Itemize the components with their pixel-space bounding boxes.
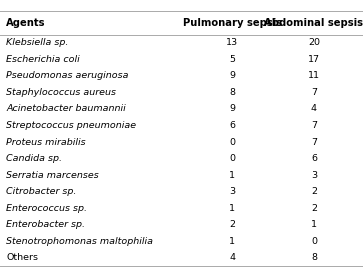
Text: Abdominal sepsis: Abdominal sepsis <box>265 18 363 28</box>
Text: 2: 2 <box>311 187 317 196</box>
Text: 5: 5 <box>229 55 235 64</box>
Text: 0: 0 <box>229 154 235 163</box>
Text: 8: 8 <box>311 253 317 262</box>
Text: Pulmonary sepsis: Pulmonary sepsis <box>183 18 282 28</box>
Text: 0: 0 <box>229 137 235 147</box>
Text: 1: 1 <box>229 171 235 179</box>
Text: Serratia marcenses: Serratia marcenses <box>6 171 99 179</box>
Text: Enterobacter sp.: Enterobacter sp. <box>6 220 85 229</box>
Text: Agents: Agents <box>6 18 46 28</box>
Text: Klebsiella sp.: Klebsiella sp. <box>6 39 69 47</box>
Text: 8: 8 <box>229 88 235 97</box>
Text: Enterococcus sp.: Enterococcus sp. <box>6 204 87 212</box>
Text: 9: 9 <box>229 71 235 80</box>
Text: 11: 11 <box>308 71 320 80</box>
Text: 1: 1 <box>229 237 235 246</box>
Text: 1: 1 <box>229 204 235 212</box>
Text: 3: 3 <box>311 171 317 179</box>
Text: Escherichia coli: Escherichia coli <box>6 55 80 64</box>
Text: 13: 13 <box>226 39 238 47</box>
Text: 7: 7 <box>311 88 317 97</box>
Text: 7: 7 <box>311 121 317 130</box>
Text: 4: 4 <box>311 104 317 114</box>
Text: 0: 0 <box>311 237 317 246</box>
Text: Citrobacter sp.: Citrobacter sp. <box>6 187 77 196</box>
Text: Proteus mirabilis: Proteus mirabilis <box>6 137 86 147</box>
Text: Candida sp.: Candida sp. <box>6 154 62 163</box>
Text: 4: 4 <box>229 253 235 262</box>
Text: Pseudomonas aeruginosa: Pseudomonas aeruginosa <box>6 71 129 80</box>
Text: 3: 3 <box>229 187 235 196</box>
Text: Others: Others <box>6 253 38 262</box>
Text: 6: 6 <box>229 121 235 130</box>
Text: Streptococcus pneumoniae: Streptococcus pneumoniae <box>6 121 136 130</box>
Text: 20: 20 <box>308 39 320 47</box>
Text: 7: 7 <box>311 137 317 147</box>
Text: 1: 1 <box>311 220 317 229</box>
Text: Staphylococcus aureus: Staphylococcus aureus <box>6 88 116 97</box>
Text: 2: 2 <box>229 220 235 229</box>
Text: 9: 9 <box>229 104 235 114</box>
Text: 2: 2 <box>311 204 317 212</box>
Text: Stenotrophomonas maltophilia: Stenotrophomonas maltophilia <box>6 237 153 246</box>
Text: Acinetobacter baumannii: Acinetobacter baumannii <box>6 104 126 114</box>
Text: 6: 6 <box>311 154 317 163</box>
Text: 17: 17 <box>308 55 320 64</box>
